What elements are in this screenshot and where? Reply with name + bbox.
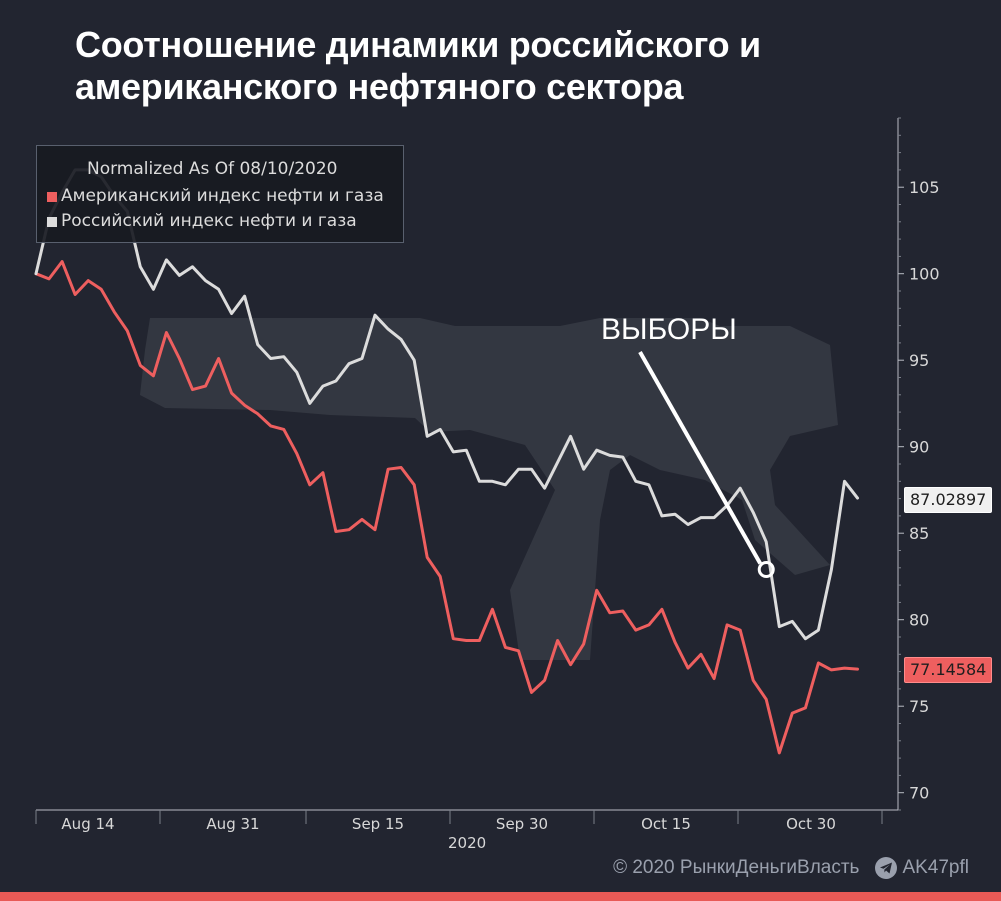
copyright-text: © 2020 РынкиДеньгиВласть: [613, 857, 860, 878]
x-tick-label: Aug 14: [61, 815, 114, 833]
y-tick-label-90: 90: [909, 438, 929, 457]
chart-title: Соотношение динамики российского и амери…: [75, 24, 761, 107]
annotation-pointer-line: [638, 351, 762, 565]
x-tick-label: Sep 15: [352, 815, 404, 833]
legend-item-russian: Российский индекс нефти и газа: [47, 209, 403, 234]
telegram-icon: [875, 857, 898, 879]
legend-swatch-american: [47, 191, 57, 202]
legend-label-american: Американский индекс нефти и газа: [61, 186, 384, 206]
rifle-watermark-icon: [140, 318, 838, 660]
y-tick-label-80: 80: [909, 611, 929, 630]
y-tick-label-105: 105: [909, 178, 940, 197]
legend-header: Normalized As Of 08/10/2020: [87, 159, 338, 179]
series-lines: [34, 168, 859, 755]
y-tick-label-100: 100: [909, 265, 940, 284]
y-tick-label-70: 70: [909, 784, 929, 803]
y-tick-label-85: 85: [909, 524, 929, 543]
x-tick-label: Sep 30: [496, 815, 548, 833]
x-tick-label: Aug 31: [206, 815, 259, 833]
legend-swatch-russian: [47, 216, 57, 227]
x-tick-label: Oct 30: [786, 815, 836, 833]
legend-label-russian: Российский индекс нефти и газа: [61, 211, 357, 231]
last-value-badge-american: 77.14584: [904, 657, 993, 683]
footer: © 2020 РынкиДеньгиВласть AK47pfl: [613, 857, 969, 879]
y-tick-label-75: 75: [909, 697, 929, 716]
telegram-handle: AK47pfl: [902, 857, 969, 878]
x-axis-year-label: 2020: [448, 834, 487, 852]
y-tick-label-95: 95: [909, 351, 929, 370]
legend-item-american: Американский индекс нефти и газа: [47, 184, 403, 209]
annotation-label: ВЫБОРЫ: [601, 313, 737, 346]
legend: Normalized As Of 08/10/2020 Американский…: [36, 145, 404, 243]
series-line-russian: [34, 168, 859, 641]
axes: 70 75 80 85 90 95 100 105 Aug 14 Aug 31 Sep 15 Sep …: [35, 117, 940, 833]
last-value-badge-russian: 87.02897: [904, 487, 993, 513]
x-tick-label: Oct 15: [641, 815, 691, 833]
accent-bottom-bar: [0, 892, 1001, 901]
annotation-marker: [757, 561, 775, 579]
series-line-american: [34, 260, 859, 755]
annotation: [638, 351, 775, 579]
